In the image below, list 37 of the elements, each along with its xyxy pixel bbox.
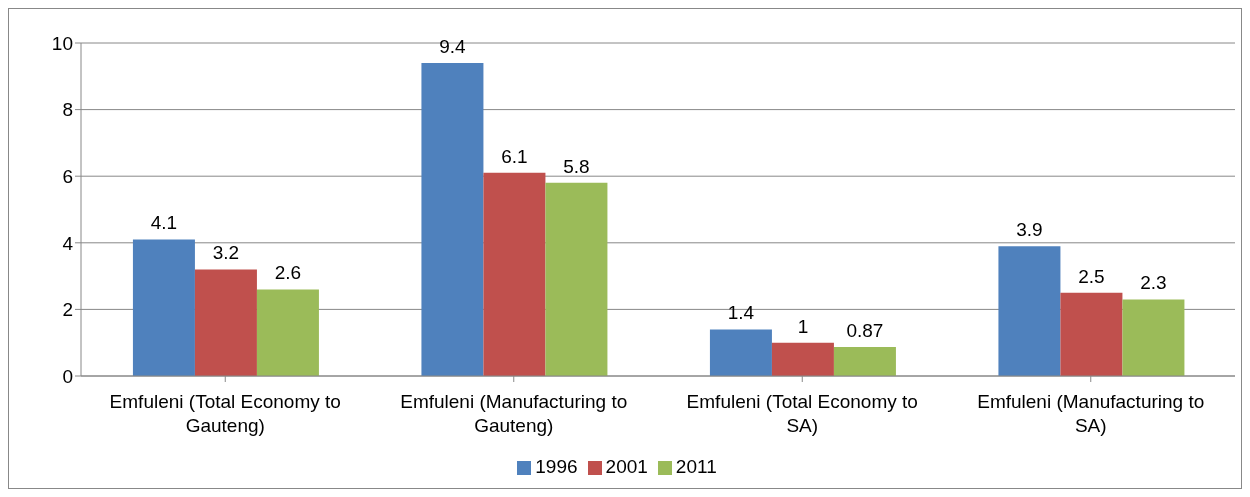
legend-label: 2001	[605, 456, 648, 477]
legend-label: 2011	[675, 456, 717, 477]
bar	[833, 347, 896, 376]
bar	[709, 329, 772, 376]
data-label: 2.5	[1078, 265, 1105, 287]
y-tick-label: 4	[62, 232, 74, 254]
x-tick-label: Emfuleni (Total Economy to Gauteng)	[109, 391, 341, 436]
data-label: 1	[797, 315, 809, 337]
bar	[483, 172, 546, 376]
bar	[421, 62, 484, 376]
data-label: 9.4	[439, 35, 467, 57]
bar	[1060, 292, 1123, 376]
y-tick-label: 2	[62, 299, 73, 321]
data-label: 4.1	[150, 212, 178, 234]
legend-label: 1996	[535, 456, 578, 477]
bar	[545, 182, 608, 376]
y-tick-label: 6	[62, 165, 73, 187]
bar	[132, 239, 195, 376]
data-label: 5.8	[563, 155, 590, 177]
data-label: 0.87	[846, 320, 884, 342]
data-label: 3.2	[212, 242, 240, 264]
x-tick-label: Emfuleni (Manufacturing to Gauteng)	[400, 391, 628, 436]
data-label: 6.1	[501, 145, 528, 167]
bar	[771, 342, 834, 376]
x-tick-label: Emfuleni (Total Economy to SA)	[686, 391, 918, 436]
y-tick-label: 10	[51, 32, 73, 54]
bar	[256, 289, 319, 376]
bar	[1122, 299, 1185, 376]
data-label: 2.6	[274, 262, 302, 284]
data-label: 1.4	[727, 302, 755, 324]
bar	[194, 269, 257, 376]
bar	[998, 246, 1061, 376]
y-tick-label: 8	[62, 99, 73, 121]
x-tick-label: Emfuleni (Manufacturing to SA)	[977, 391, 1205, 436]
y-tick-label: 0	[62, 365, 73, 387]
data-label: 3.9	[1016, 219, 1043, 241]
data-label: 2.3	[1140, 272, 1167, 294]
